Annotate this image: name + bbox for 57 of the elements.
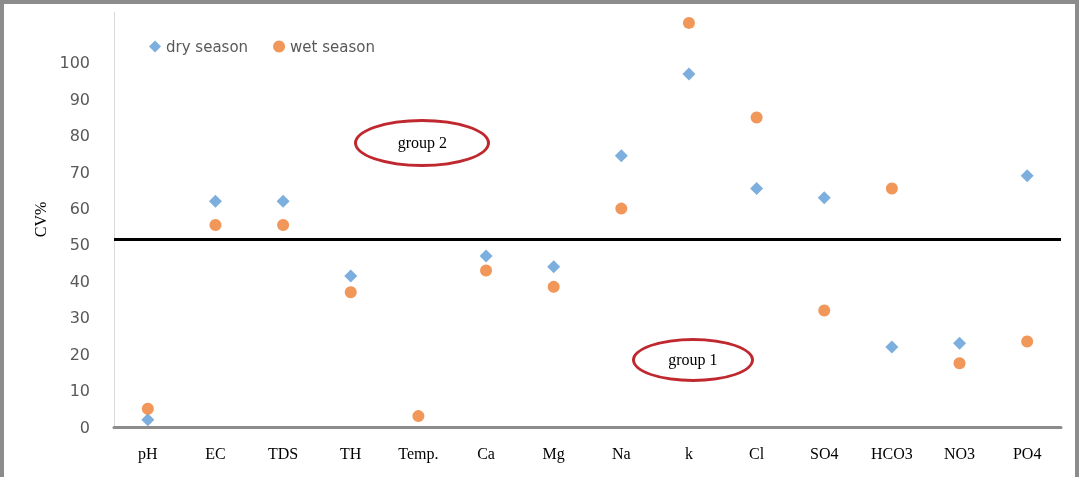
- point: [412, 410, 425, 423]
- y-tick-label: 30: [69, 308, 90, 328]
- point: [817, 191, 831, 205]
- x-tick-label: k: [684, 444, 693, 462]
- y-tick-label: 100: [59, 53, 90, 73]
- x-tick-label: SO4: [810, 444, 839, 462]
- point: [818, 304, 831, 317]
- point: [750, 111, 763, 124]
- y-tick-label: 20: [69, 344, 90, 364]
- point: [480, 264, 493, 277]
- point: [547, 280, 560, 293]
- y-tick-label: 90: [69, 89, 90, 109]
- x-tick-label: TH: [340, 444, 362, 462]
- x-tick-label: pH: [138, 444, 159, 463]
- y-tick-label: 60: [69, 199, 90, 219]
- point: [953, 357, 966, 370]
- x-tick-label: Mg: [542, 444, 565, 463]
- x-tick-label: EC: [205, 444, 226, 462]
- point: [1020, 169, 1034, 183]
- x-tick-label: Cl: [749, 444, 765, 462]
- legend-label: wet season: [290, 37, 375, 56]
- x-tick-label: Na: [611, 444, 631, 462]
- point: [1021, 335, 1034, 348]
- point: [885, 182, 898, 195]
- x-tick-label: HCO3: [871, 444, 913, 462]
- point: [750, 182, 764, 196]
- point: [615, 202, 628, 215]
- y-tick-label: 70: [69, 162, 90, 182]
- point: [277, 218, 290, 231]
- annotation: group 1: [668, 351, 718, 369]
- point: [344, 286, 357, 299]
- point: [141, 402, 154, 415]
- y-tick-label: 10: [69, 381, 90, 401]
- y-axis-title: CV%: [32, 201, 50, 238]
- point: [208, 194, 222, 208]
- x-tick-label: PO4: [1012, 444, 1042, 462]
- y-tick-label: 80: [69, 126, 90, 146]
- point: [344, 269, 358, 283]
- point: [682, 67, 696, 81]
- x-tick-label: Temp.: [398, 444, 439, 463]
- legend-label: dry season: [166, 37, 249, 56]
- point: [141, 413, 155, 427]
- point: [209, 218, 222, 231]
- point: [885, 340, 899, 354]
- x-tick-label: TDS: [267, 444, 299, 462]
- point: [614, 149, 628, 163]
- x-tick-label: NO3: [943, 444, 976, 462]
- y-tick-label: 50: [69, 235, 90, 255]
- point: [479, 249, 493, 263]
- x-tick-label: Ca: [477, 444, 495, 462]
- annotation: group 2: [397, 134, 448, 153]
- point: [547, 260, 561, 274]
- y-tick-label: 40: [69, 271, 90, 291]
- point: [682, 16, 695, 29]
- point: [276, 194, 290, 208]
- point: [953, 336, 967, 350]
- y-tick-label: 0: [79, 417, 90, 437]
